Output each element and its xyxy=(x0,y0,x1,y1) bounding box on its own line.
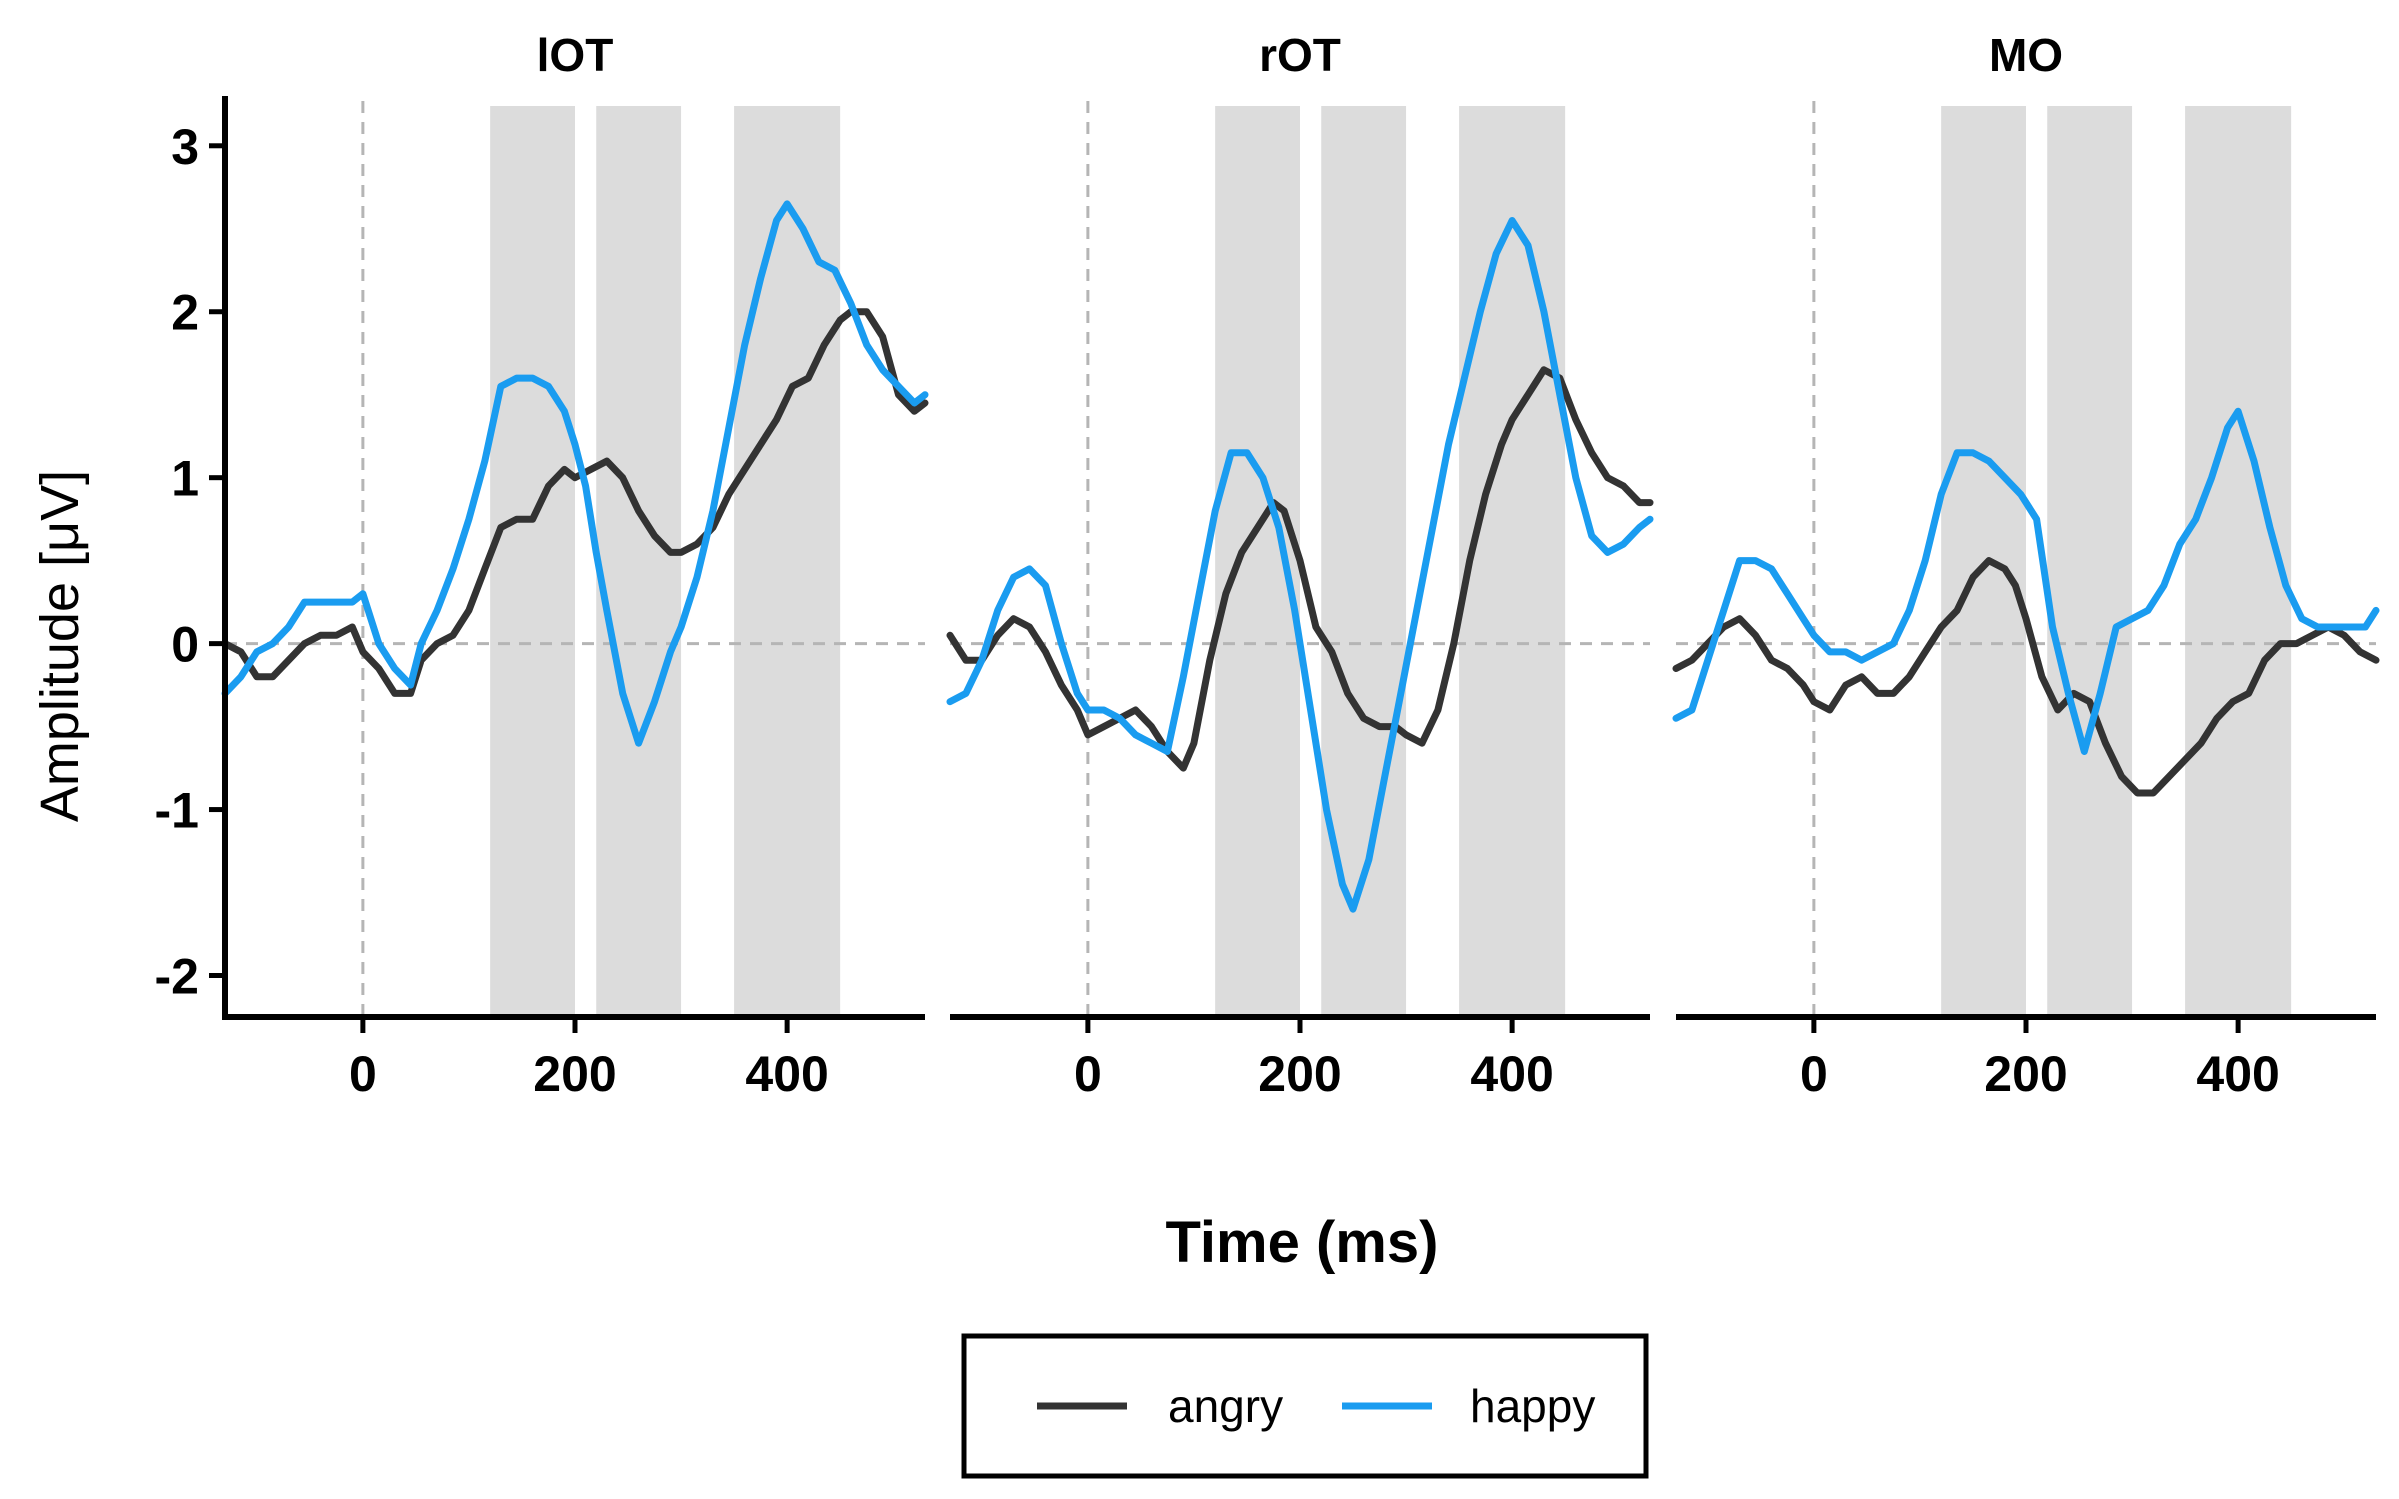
facet-panel-lot: 0 200 400 lOT -2 -1 0 1 2 3 xyxy=(155,29,929,1102)
series-line-happy xyxy=(221,200,929,747)
facet-title: lOT xyxy=(537,29,614,81)
series-line-angry xyxy=(1672,557,2380,797)
shaded-window-2 xyxy=(2047,106,2133,1017)
x-tick-label: 200 xyxy=(1984,1046,2067,1102)
shaded-window-3 xyxy=(734,106,841,1017)
shaded-window-3 xyxy=(2185,106,2292,1017)
shaded-window-3 xyxy=(1459,106,1566,1017)
x-tick-label: 400 xyxy=(745,1046,828,1102)
x-tick-label: 0 xyxy=(1800,1046,1828,1102)
facet-panel-rot: 0 200 400 rOT xyxy=(946,29,1654,1102)
facet-panels: 0 200 400 lOT -2 -1 0 1 2 3 0 200 400 rOT 0 200 400 MO xyxy=(155,29,2380,1102)
shaded-window-1 xyxy=(490,106,575,1017)
series-line-happy xyxy=(1672,407,2380,755)
series-line-happy xyxy=(946,217,1654,913)
series-line-angry xyxy=(946,366,1654,772)
series-line-angry xyxy=(221,308,929,697)
y-tick-label: 0 xyxy=(171,617,199,673)
y-axis-title: Amplitude [μV] xyxy=(30,470,90,822)
x-tick-label: 400 xyxy=(2196,1046,2279,1102)
legend-label-angry: angry xyxy=(1168,1380,1283,1432)
x-tick-label: 0 xyxy=(349,1046,377,1102)
legend-label-happy: happy xyxy=(1470,1380,1595,1432)
x-tick-label: 0 xyxy=(1074,1046,1102,1102)
facet-title: MO xyxy=(1989,29,2063,81)
facet-title: rOT xyxy=(1259,29,1341,81)
shaded-window-2 xyxy=(596,106,682,1017)
y-tick-label: -2 xyxy=(155,949,199,1005)
legend: angry happy xyxy=(961,1333,1649,1479)
y-tick-label: 2 xyxy=(171,285,199,341)
x-tick-label: 400 xyxy=(1470,1046,1553,1102)
y-tick-label: 1 xyxy=(171,451,199,507)
x-tick-label: 200 xyxy=(533,1046,616,1102)
facet-panel-mo: 0 200 400 MO xyxy=(1672,29,2380,1102)
y-tick-label: -1 xyxy=(155,783,199,839)
x-axis-title: Time (ms) xyxy=(1166,1210,1439,1275)
x-tick-label: 200 xyxy=(1258,1046,1341,1102)
y-tick-label: 3 xyxy=(171,119,199,175)
